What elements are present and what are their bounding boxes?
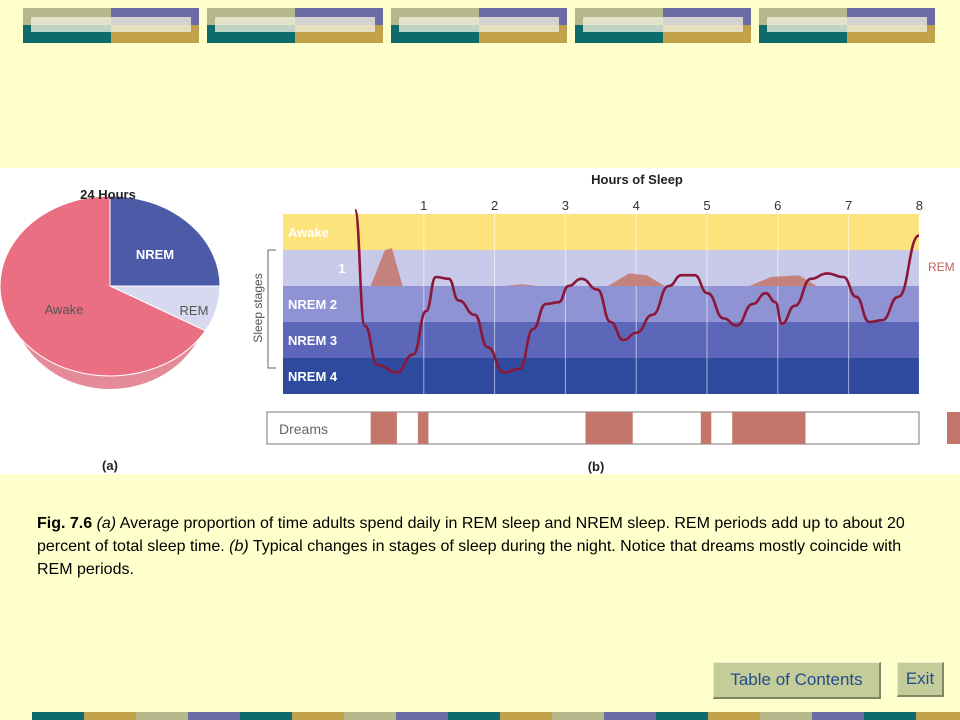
- banner-block: [188, 712, 240, 720]
- rem-label: REM: [928, 260, 955, 274]
- hour-tick-label: 4: [633, 198, 640, 213]
- stage-label: NREM 3: [288, 333, 337, 348]
- figure-panel: 24 Hours NREM REM Awake (a) Hours of Sle…: [0, 168, 960, 474]
- stage-band: [283, 322, 919, 358]
- hypnogram: Hours of Sleep 1 2 3 4 5 6 7 8 Awake 1 NREM 2 NREM…: [251, 172, 960, 474]
- banner-highlight: [215, 17, 375, 32]
- dream-period-block: [585, 412, 633, 444]
- stage-band: [283, 214, 919, 250]
- banner-block: [552, 712, 604, 720]
- bottom-decorative-banner: [32, 712, 960, 720]
- hour-tick-label: 6: [774, 198, 781, 213]
- pie-slice-awake: [0, 195, 207, 377]
- banner-block: [240, 712, 292, 720]
- hour-tick-label: 1: [420, 198, 427, 213]
- rem-period-fill: [749, 275, 817, 286]
- pie-chart: 24 Hours NREM REM Awake (a): [0, 187, 221, 473]
- stage-label: NREM 4: [288, 369, 338, 384]
- banner-block: [812, 712, 864, 720]
- stage-band: [283, 358, 919, 394]
- banner-block: [344, 712, 396, 720]
- banner-block: [500, 712, 552, 720]
- caption-part-a-text: Average proportion of time adults spend …: [37, 515, 905, 555]
- sleep-stages-bracket: [267, 249, 276, 369]
- stage-label: Awake: [288, 225, 329, 240]
- rem-period-fill: [505, 284, 559, 286]
- banner-block: [708, 712, 760, 720]
- stage-label: 1: [338, 261, 345, 276]
- pie-title: 24 Hours: [80, 187, 136, 202]
- banner-block: [760, 712, 812, 720]
- rem-period-fill: [607, 273, 665, 286]
- banner-block: [32, 712, 84, 720]
- caption-part-a-label: (a): [96, 515, 117, 532]
- exit-button[interactable]: Exit: [897, 662, 944, 697]
- banner-block: [656, 712, 708, 720]
- rem-period-fill: [370, 248, 403, 286]
- pie-label-rem: REM: [180, 303, 209, 318]
- hours-axis-title: Hours of Sleep: [591, 172, 683, 187]
- top-decorative-banner: [23, 8, 935, 43]
- banner-block: [864, 712, 916, 720]
- banner-block: [84, 712, 136, 720]
- banner-block: [916, 712, 960, 720]
- pie-panel-label: (a): [102, 458, 118, 473]
- banner-block: [604, 712, 656, 720]
- sleep-stage-curve: [353, 208, 920, 374]
- caption-part-b-text: Typical changes in stages of sleep durin…: [37, 538, 902, 578]
- hour-tick-label: 8: [916, 198, 923, 213]
- banner-highlight: [767, 17, 927, 32]
- dream-period-block: [732, 412, 806, 444]
- hour-tick-label: 5: [703, 198, 710, 213]
- stage-label: NREM 2: [288, 297, 337, 312]
- banner-highlight: [399, 17, 559, 32]
- table-of-contents-button[interactable]: Table of Contents: [713, 662, 881, 699]
- figure-caption: Fig. 7.6 (a) Average proportion of time …: [37, 512, 917, 581]
- pie-label-awake: Awake: [45, 302, 84, 317]
- dream-period-block: [417, 412, 429, 444]
- dreams-label: Dreams: [279, 421, 328, 437]
- banner-block: [448, 712, 500, 720]
- dream-period-block: [700, 412, 712, 444]
- caption-figure-number: Fig. 7.6: [37, 515, 93, 532]
- hour-tick-label: 3: [562, 198, 569, 213]
- banner-block: [292, 712, 344, 720]
- sleep-stages-axis-title: Sleep stages: [251, 273, 265, 342]
- pie-slice-nrem: [109, 195, 221, 287]
- banner-highlight: [31, 17, 191, 32]
- caption-part-b-label: (b): [229, 538, 249, 555]
- banner-block: [136, 712, 188, 720]
- banner-highlight: [583, 17, 743, 32]
- hypnogram-panel-label: (b): [588, 459, 605, 474]
- pie-label-nrem: NREM: [136, 247, 174, 262]
- hour-tick-label: 2: [491, 198, 498, 213]
- banner-block: [396, 712, 448, 720]
- hour-tick-label: 7: [845, 198, 852, 213]
- sleep-figure: 24 Hours NREM REM Awake (a) Hours of Sle…: [0, 172, 960, 474]
- dream-period-block: [947, 412, 960, 444]
- dream-period-block: [370, 412, 397, 444]
